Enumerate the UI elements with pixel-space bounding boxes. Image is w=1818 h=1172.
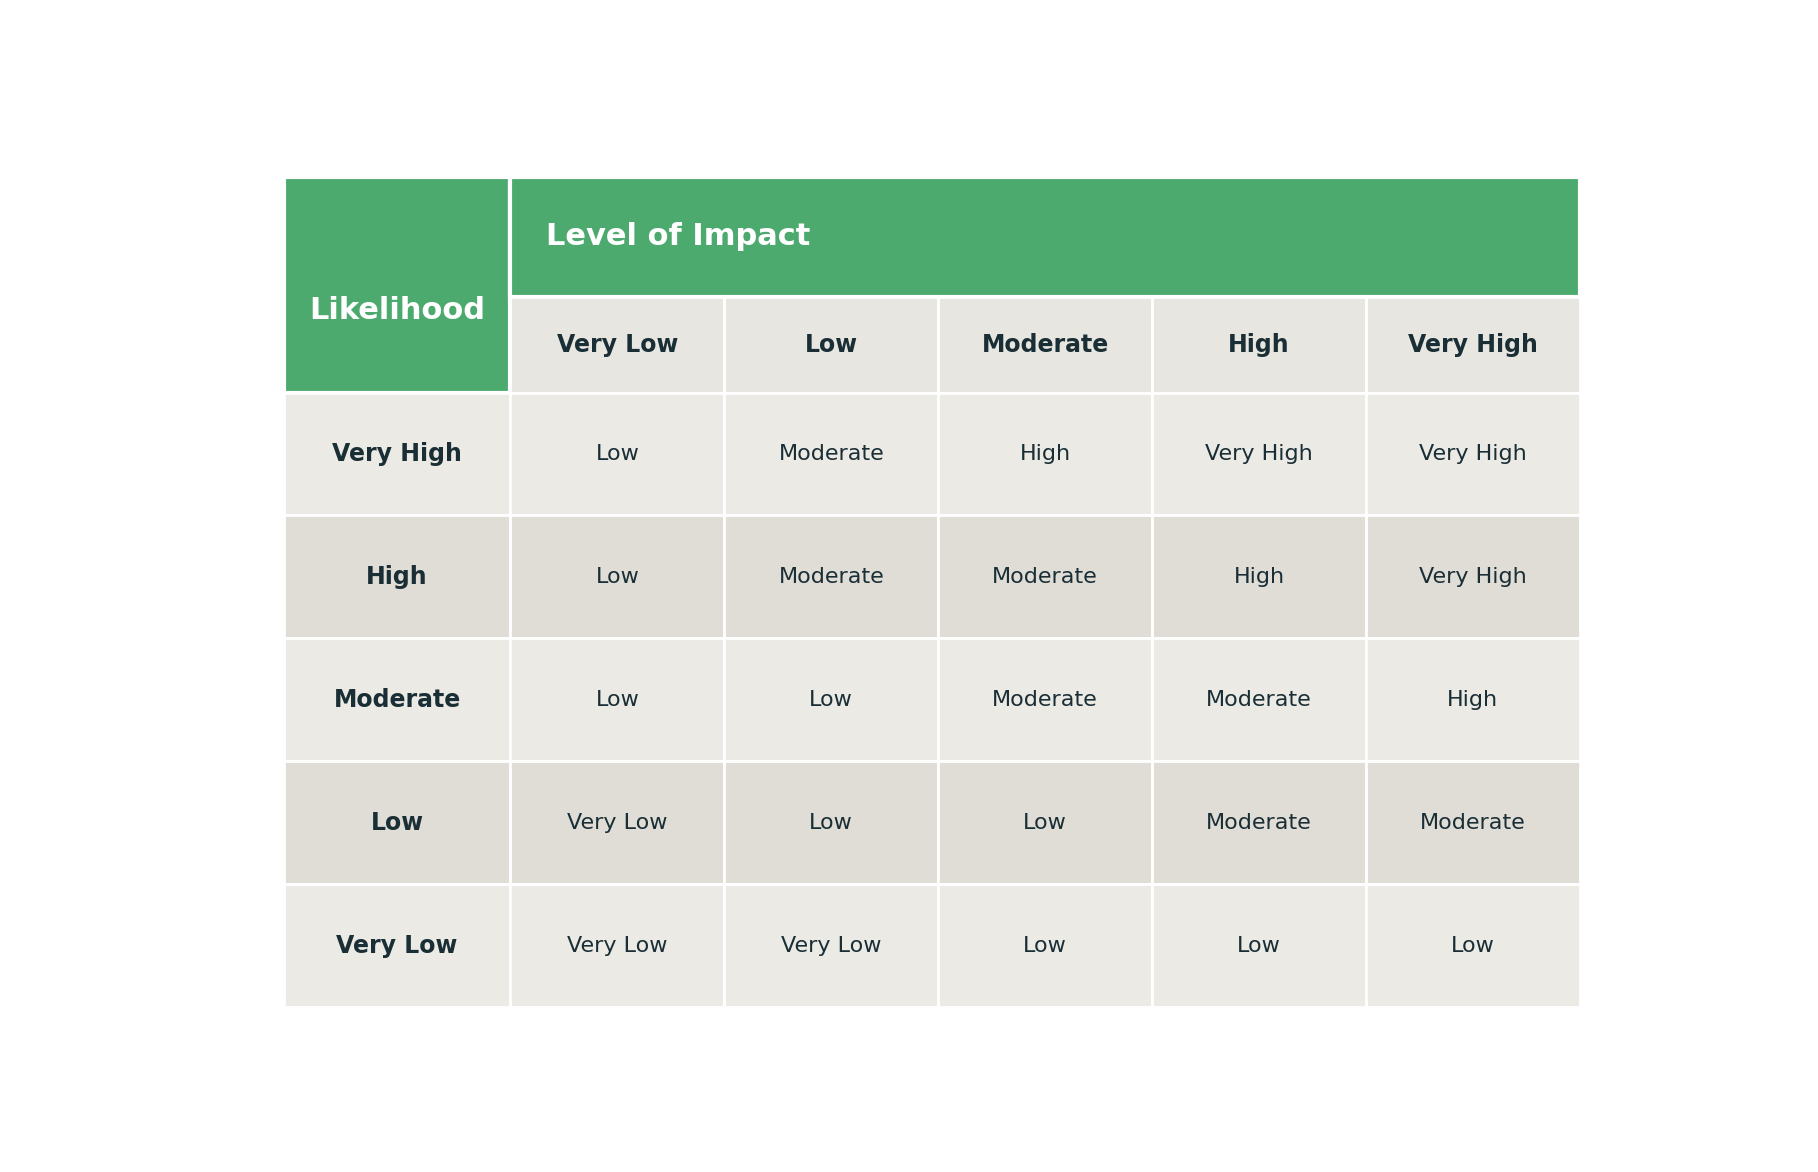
Bar [724,298,938,393]
Bar [1365,298,1580,393]
Text: Moderate: Moderate [993,690,1098,710]
Bar [724,516,938,639]
Text: High: High [1229,333,1289,356]
Bar [938,762,1153,884]
Bar [724,884,938,1007]
Text: High: High [1020,444,1071,464]
Bar [1153,516,1365,639]
Bar [724,762,938,884]
Text: Moderate: Moderate [982,333,1109,356]
Text: Very High: Very High [1420,567,1527,587]
Text: Low: Low [1024,935,1067,955]
Bar [938,393,1153,516]
Bar [724,639,938,762]
Bar [1153,298,1365,393]
Text: Low: Low [371,811,424,834]
Text: Moderate: Moderate [778,567,884,587]
Text: High: High [365,565,427,588]
Bar [1153,762,1365,884]
Bar [511,298,724,393]
Text: Moderate: Moderate [778,444,884,464]
Text: Low: Low [1024,812,1067,832]
Text: Very High: Very High [1205,444,1313,464]
Bar [724,393,938,516]
Bar [1153,639,1365,762]
Bar [284,884,511,1007]
Bar [1153,884,1365,1007]
Bar [284,177,511,393]
Text: Low: Low [809,690,853,710]
Text: Moderate: Moderate [1205,690,1313,710]
Bar [511,884,724,1007]
Text: Low: Low [1236,935,1282,955]
Text: Very Low: Very Low [336,934,458,958]
Bar [938,884,1153,1007]
Text: Low: Low [809,812,853,832]
Text: Low: Low [596,690,640,710]
Text: Very Low: Very Low [567,812,667,832]
Bar [938,639,1153,762]
Text: Low: Low [805,333,858,356]
Text: High: High [1233,567,1285,587]
Bar [1365,393,1580,516]
Text: Very High: Very High [333,442,462,466]
Text: Likelihood: Likelihood [309,297,485,325]
Text: Very Low: Very Low [782,935,882,955]
Text: Moderate: Moderate [333,688,460,711]
Bar [1365,884,1580,1007]
Text: Low: Low [1451,935,1494,955]
Bar [1365,516,1580,639]
Bar [1153,393,1365,516]
Bar [284,393,511,516]
Text: Moderate: Moderate [1420,812,1525,832]
Text: Level of Impact: Level of Impact [545,223,811,252]
Text: High: High [1447,690,1498,710]
Text: Very Low: Very Low [567,935,667,955]
Bar [511,639,724,762]
Text: Very High: Very High [1407,333,1538,356]
Text: Very Low: Very Low [556,333,678,356]
Bar [1365,639,1580,762]
Bar [938,516,1153,639]
Bar [511,177,1580,298]
Bar [1365,762,1580,884]
Text: Moderate: Moderate [993,567,1098,587]
Bar [284,516,511,639]
Bar [511,762,724,884]
Bar [938,298,1153,393]
Bar [284,762,511,884]
Text: Very High: Very High [1420,444,1527,464]
Text: Moderate: Moderate [1205,812,1313,832]
Bar [511,516,724,639]
Text: Low: Low [596,444,640,464]
Text: Low: Low [596,567,640,587]
Bar [284,639,511,762]
Bar [511,393,724,516]
